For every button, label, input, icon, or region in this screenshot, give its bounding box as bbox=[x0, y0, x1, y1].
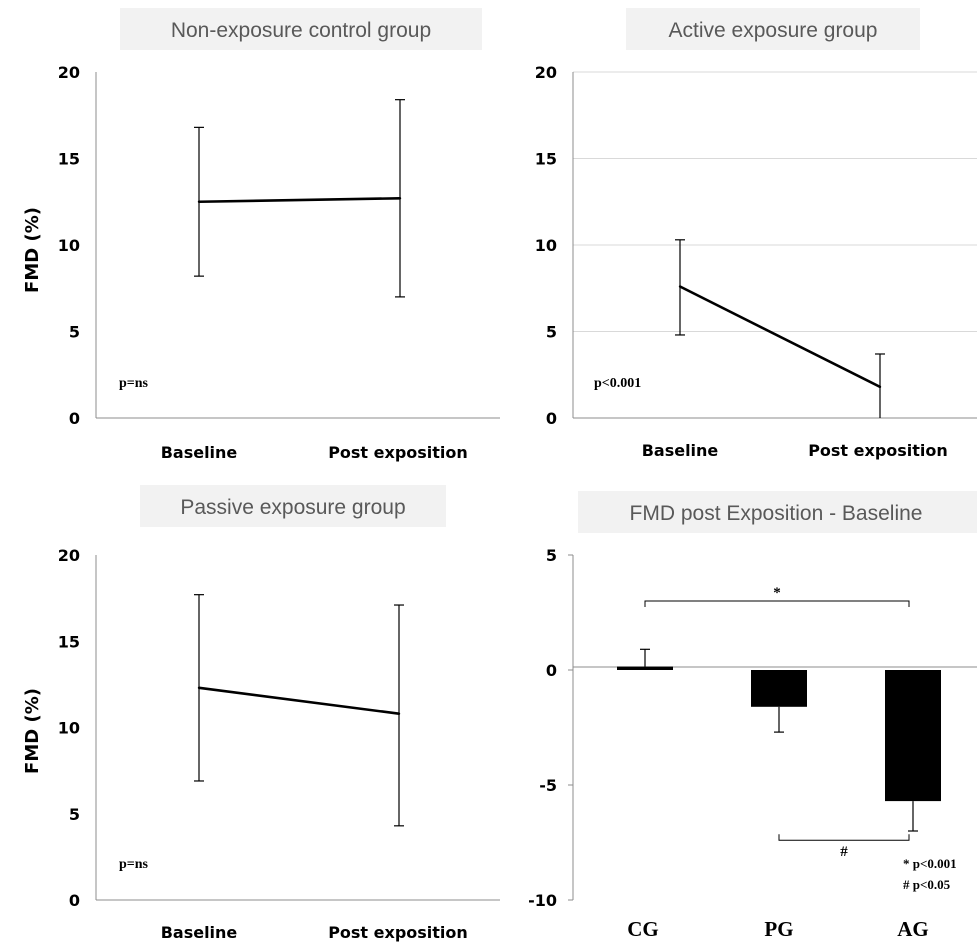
panel-passive-group: Passive exposure group FMD (%) 05101520 … bbox=[22, 485, 500, 942]
y-tick-label: 10 bbox=[535, 236, 557, 255]
y-tick-labels: 0 5 10 15 20 bbox=[535, 63, 557, 428]
panel-title: Passive exposure group bbox=[180, 496, 405, 519]
series-line bbox=[198, 686, 400, 715]
p-value-annotation: p<0.001 bbox=[594, 376, 641, 391]
y-tick-label: 15 bbox=[58, 150, 80, 169]
data-point bbox=[878, 385, 882, 389]
y-axis-label: FMD (%) bbox=[22, 207, 43, 293]
bar-ag bbox=[885, 670, 941, 802]
y-tick-label: 0 bbox=[69, 409, 80, 428]
y-tick-label: 20 bbox=[535, 63, 557, 82]
significance-marker: * bbox=[773, 585, 781, 601]
significance-bracket bbox=[644, 600, 910, 607]
p-value-annotation: p=ns bbox=[119, 857, 149, 872]
series-line bbox=[679, 285, 881, 389]
y-tick-label: 5 bbox=[69, 805, 80, 824]
panel-title: Active exposure group bbox=[669, 19, 878, 42]
x-tick-label-post: Post exposition bbox=[328, 443, 468, 462]
y-tick-labels: 0 5 10 15 20 bbox=[58, 546, 80, 910]
data-point bbox=[197, 200, 201, 203]
bar-cg bbox=[617, 666, 673, 670]
y-tick-label: 15 bbox=[58, 632, 80, 651]
y-tick-label: 10 bbox=[58, 719, 80, 738]
data-marks bbox=[194, 594, 404, 827]
data-point bbox=[197, 686, 201, 690]
x-tick-label-pg: PG bbox=[764, 917, 793, 941]
y-tick-label: 20 bbox=[58, 546, 80, 565]
panel-title-box bbox=[626, 8, 920, 50]
x-tick-label-ag: AG bbox=[897, 917, 929, 941]
data-marks bbox=[675, 239, 885, 418]
x-tick-label-baseline: Baseline bbox=[161, 923, 238, 942]
data-point bbox=[398, 197, 402, 200]
panel-title-box bbox=[578, 491, 977, 533]
panel-title: Non-exposure control group bbox=[171, 19, 431, 42]
y-tick-label: 5 bbox=[546, 323, 557, 342]
panel-control-group: Non-exposure control group FMD (%) 0 5 10 1… bbox=[22, 8, 500, 462]
y-tick-label: 0 bbox=[69, 891, 80, 910]
y-tick-label: 20 bbox=[58, 63, 80, 82]
y-tick-label: -10 bbox=[528, 891, 557, 910]
y-tick-label: 0 bbox=[546, 661, 557, 680]
panel-difference: FMD post Exposition - Baseline -10 -5 0 5 *… bbox=[528, 491, 977, 941]
x-tick-label-post: Post exposition bbox=[808, 441, 948, 460]
data-point bbox=[678, 285, 682, 288]
y-tick-label: -5 bbox=[539, 776, 557, 795]
data-marks: *# bbox=[617, 585, 941, 860]
data-marks bbox=[194, 99, 405, 298]
y-tick-label: 15 bbox=[535, 150, 557, 169]
panel-title-box bbox=[140, 485, 446, 527]
series-line bbox=[198, 196, 401, 204]
significance-marker: # bbox=[840, 844, 848, 860]
panel-title: FMD post Exposition - Baseline bbox=[630, 502, 923, 525]
x-tick-label-baseline: Baseline bbox=[161, 443, 238, 462]
y-axis-label: FMD (%) bbox=[22, 688, 43, 774]
y-tick-label: 10 bbox=[58, 236, 80, 255]
y-tick-labels: 0 5 10 15 20 bbox=[58, 63, 80, 428]
panel-title-box bbox=[120, 8, 482, 50]
y-tick-labels: -10 -5 0 5 bbox=[528, 546, 573, 910]
significance-bracket bbox=[778, 834, 910, 841]
significance-note-hash: # p<0.05 bbox=[903, 877, 951, 892]
bar-pg bbox=[751, 670, 807, 707]
data-point bbox=[397, 712, 401, 715]
y-tick-label: 5 bbox=[69, 323, 80, 342]
p-value-annotation: p=ns bbox=[119, 376, 149, 391]
gridlines bbox=[573, 71, 977, 332]
x-tick-label-cg: CG bbox=[627, 917, 659, 941]
y-tick-label: 5 bbox=[546, 546, 557, 565]
y-tick-label: 0 bbox=[546, 409, 557, 428]
significance-note-star: * p<0.001 bbox=[903, 856, 957, 871]
x-tick-label-baseline: Baseline bbox=[642, 441, 719, 460]
x-tick-label-post: Post exposition bbox=[328, 923, 468, 942]
